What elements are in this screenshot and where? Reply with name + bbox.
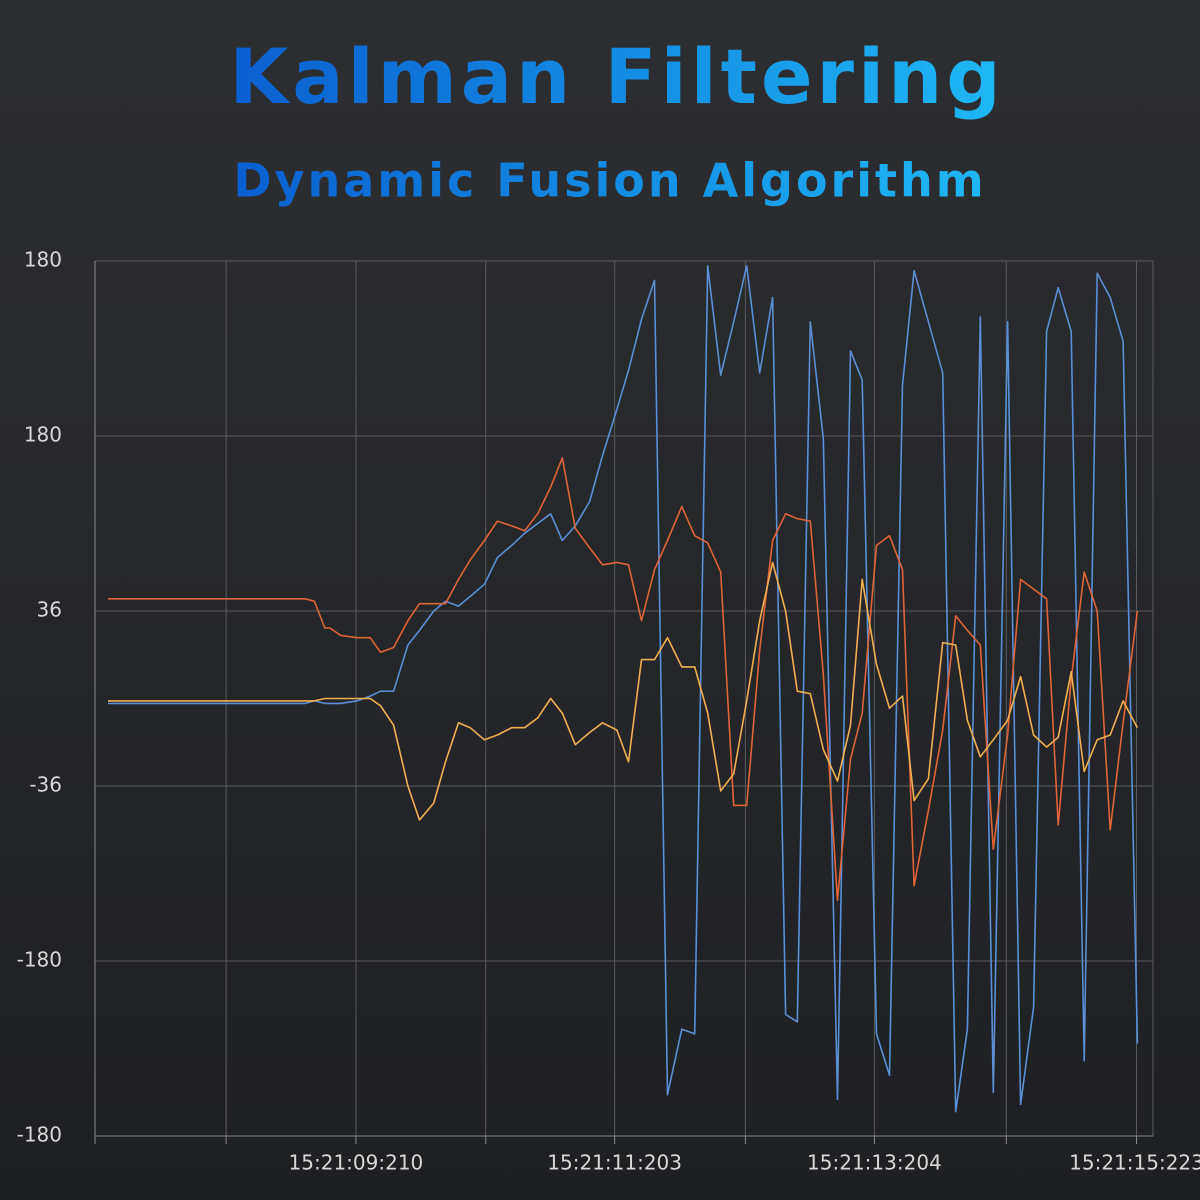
chart-subtitle: Dynamic Fusion Algorithm — [233, 154, 986, 208]
series-line — [108, 457, 1139, 901]
x-tick-label: 15:21:15:223 — [1069, 1151, 1200, 1175]
y-tick-label: 180 — [24, 248, 62, 272]
x-tick-label: 15:21:11:203 — [547, 1151, 682, 1175]
y-tick-label: -36 — [29, 773, 62, 797]
chart-title: Kalman Filtering — [229, 32, 1004, 121]
y-tick-label: -180 — [17, 948, 62, 972]
plot-area: -180 -180 -36 36 180 180 15:21:09:210 15:21:11:… — [17, 248, 1200, 1175]
x-tick-label: 15:21:13:204 — [807, 1151, 942, 1175]
x-tick-label: 15:21:09:210 — [289, 1151, 424, 1175]
y-tick-label: 180 — [24, 423, 62, 447]
y-tick-label: -180 — [17, 1123, 62, 1147]
series-line — [108, 265, 1139, 1113]
y-tick-label: 36 — [37, 598, 62, 622]
series-line — [108, 561, 1139, 821]
